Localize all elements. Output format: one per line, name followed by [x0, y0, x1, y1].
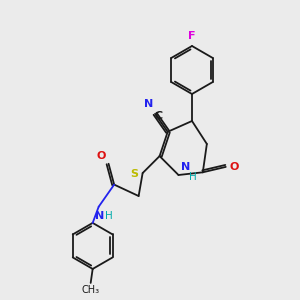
Text: N: N: [181, 162, 190, 172]
Text: F: F: [188, 31, 196, 41]
Text: CH₃: CH₃: [82, 285, 100, 295]
Text: N: N: [144, 99, 153, 109]
Text: S: S: [130, 169, 139, 179]
Text: C: C: [155, 111, 163, 121]
Text: O: O: [230, 162, 239, 172]
Text: H: H: [190, 172, 197, 182]
Text: O: O: [96, 151, 106, 161]
Text: N: N: [95, 211, 104, 221]
Text: H: H: [105, 211, 112, 221]
